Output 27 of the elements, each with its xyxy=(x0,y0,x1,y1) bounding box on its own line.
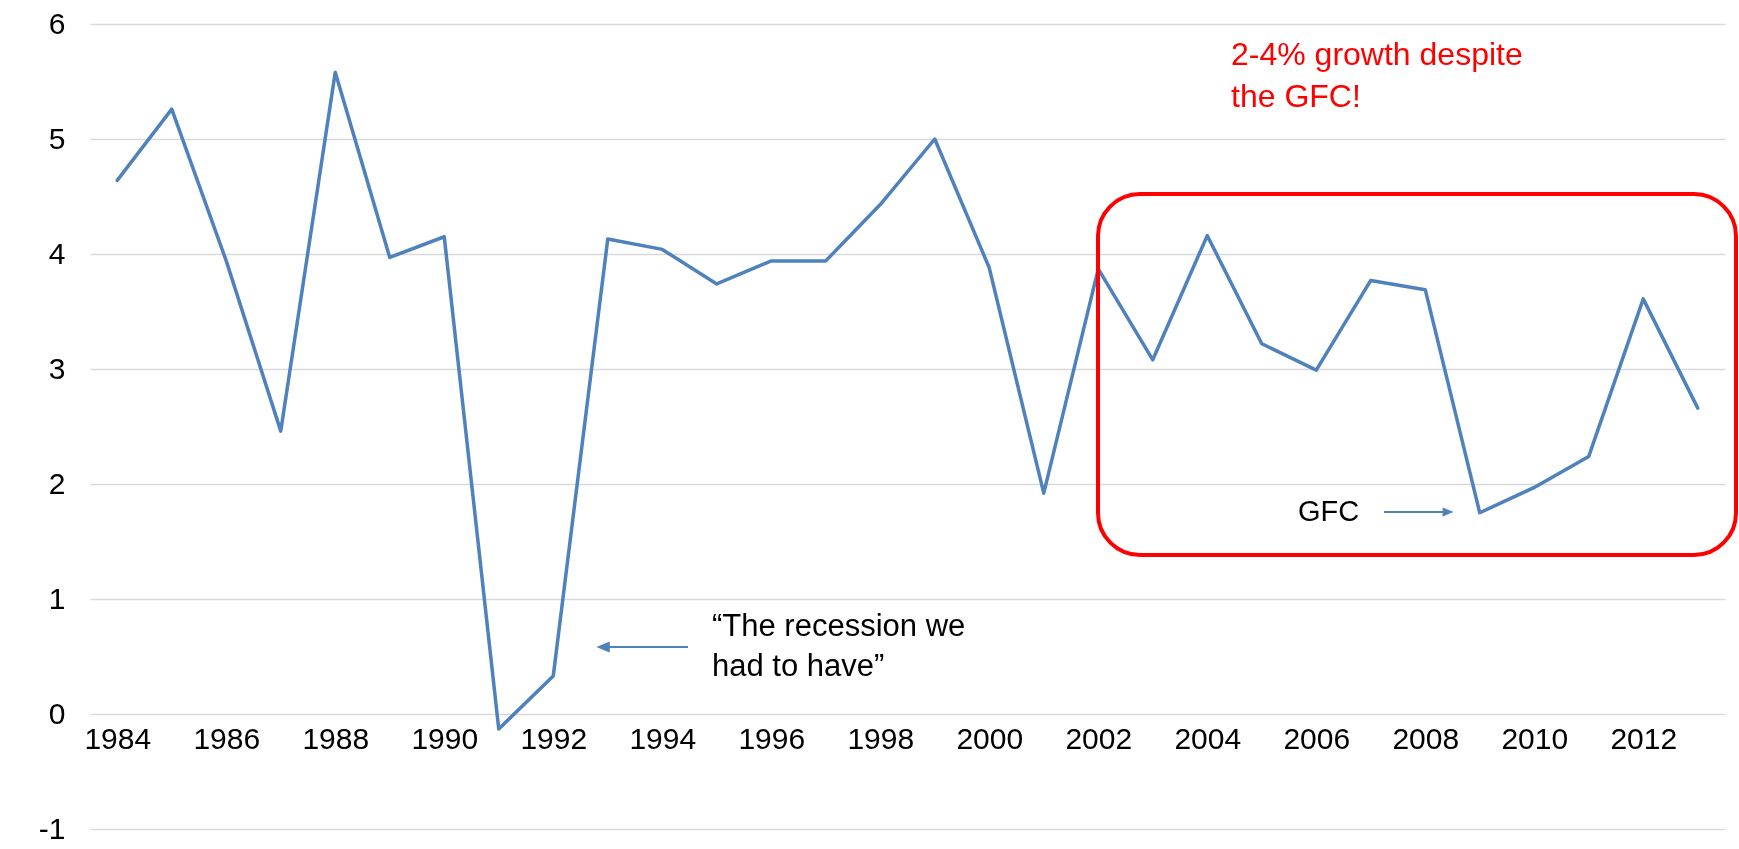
y-tick-label: -1 xyxy=(38,811,66,845)
x-tick-label: 2004 xyxy=(1174,721,1242,755)
x-tick-label: 2002 xyxy=(1065,721,1133,755)
y-tick-label: 3 xyxy=(48,351,66,385)
line-series xyxy=(115,70,1700,731)
x-tick-label: 1986 xyxy=(193,721,261,755)
x-tick-label: 1988 xyxy=(302,721,370,755)
x-tick-label: 2008 xyxy=(1392,721,1460,755)
x-tick-label: 1998 xyxy=(847,721,915,755)
annotation: 2-4% growth despite the GFC! xyxy=(1231,36,1523,114)
y-tick-label: 4 xyxy=(48,236,66,270)
x-tick-label: 1994 xyxy=(629,721,697,755)
x-tick-label: 1996 xyxy=(738,721,806,755)
x-tick-label: 2010 xyxy=(1501,721,1569,755)
x-tick-label: 2006 xyxy=(1283,721,1351,755)
x-tick-label: 2000 xyxy=(956,721,1024,755)
y-tick-label: 1 xyxy=(48,581,66,615)
y-tick-label: 6 xyxy=(48,6,66,40)
x-tick-label: 2012 xyxy=(1610,721,1678,755)
y-tick-label: 5 xyxy=(48,121,66,155)
y-tick-label: 2 xyxy=(48,466,66,500)
y-tick-label: 0 xyxy=(48,696,66,730)
annotation: GFC xyxy=(1298,495,1360,527)
x-tick-label: 1990 xyxy=(411,721,479,755)
x-tick-label: 1984 xyxy=(84,721,152,755)
x-tick-label: 1992 xyxy=(520,721,588,755)
annotation: “The recession we had to have” xyxy=(712,608,966,684)
